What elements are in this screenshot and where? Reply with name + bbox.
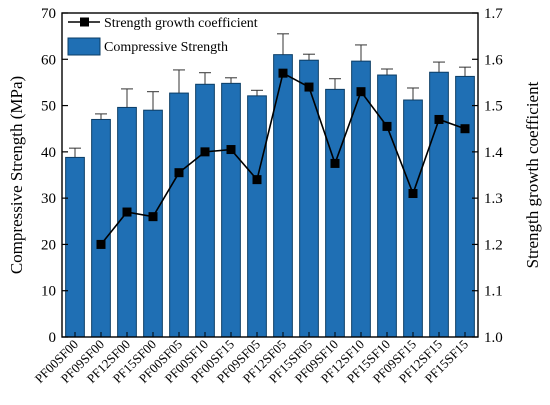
bar-PF00SF15 (221, 82, 241, 338)
growth-point-PF00SF15 (226, 145, 236, 155)
bar-PF15SF10 (377, 74, 397, 338)
bar-PF12SF15 (429, 71, 449, 338)
bar-PF09SF00 (91, 118, 111, 338)
left-tick-label: 0 (49, 330, 57, 346)
left-tick-label: 60 (41, 52, 56, 68)
growth-point-PF15SF10 (382, 121, 392, 131)
right-tick-label: 1.6 (484, 52, 503, 68)
growth-point-PF15SF05 (304, 82, 314, 92)
bar-PF00SF10 (195, 83, 215, 338)
growth-point-PF00SF05 (174, 168, 184, 178)
left-tick-label: 20 (41, 237, 56, 253)
right-tick-label: 1.7 (484, 6, 503, 22)
bar-PF09SF05 (247, 95, 267, 338)
growth-point-PF09SF15 (408, 189, 418, 199)
right-axis-title: Strength growth coefficient (523, 81, 542, 268)
left-tick-label: 70 (41, 6, 56, 22)
right-tick-label: 1.0 (484, 330, 503, 346)
bar-PF09SF10 (325, 88, 345, 338)
left-tick-label: 30 (41, 191, 56, 207)
plot-frame (61, 12, 479, 338)
right-tick-label: 1.4 (484, 145, 503, 161)
left-tick-label: 10 (41, 284, 56, 300)
growth-point-PF09SF00 (96, 239, 106, 249)
growth-point-PF12SF15 (434, 114, 444, 124)
legend-line-marker (80, 17, 89, 27)
growth-point-PF15SF00 (148, 212, 158, 222)
legend-bar-swatch (67, 37, 101, 56)
bar-PF15SF15 (455, 75, 475, 338)
right-tick-label: 1.3 (484, 191, 503, 207)
bar-PF15SF00 (143, 109, 163, 338)
growth-point-PF15SF15 (460, 124, 470, 134)
growth-point-PF12SF10 (356, 87, 366, 97)
bar-PF00SF00 (65, 156, 85, 338)
right-tick-label: 1.2 (484, 237, 503, 253)
bar-PF12SF10 (351, 60, 371, 338)
growth-point-PF00SF10 (200, 147, 210, 157)
left-tick-label: 50 (41, 99, 56, 115)
legend-label-growth: Strength growth coefficient (104, 16, 258, 31)
left-tick-label: 40 (41, 145, 56, 161)
bar-PF15SF05 (299, 59, 319, 338)
growth-point-PF12SF05 (278, 68, 288, 78)
left-axis-title: Compressive Strength (MPa) (7, 76, 26, 274)
growth-point-PF09SF10 (330, 158, 340, 168)
growth-point-PF12SF00 (122, 207, 132, 217)
right-tick-label: 1.1 (484, 284, 503, 300)
right-tick-label: 1.5 (484, 99, 503, 115)
legend-label-strength: Compressive Strength (104, 40, 228, 55)
bar-PF12SF00 (117, 106, 137, 338)
bar-PF09SF15 (403, 99, 423, 338)
growth-point-PF09SF05 (252, 175, 262, 185)
bar-PF00SF05 (169, 92, 189, 338)
